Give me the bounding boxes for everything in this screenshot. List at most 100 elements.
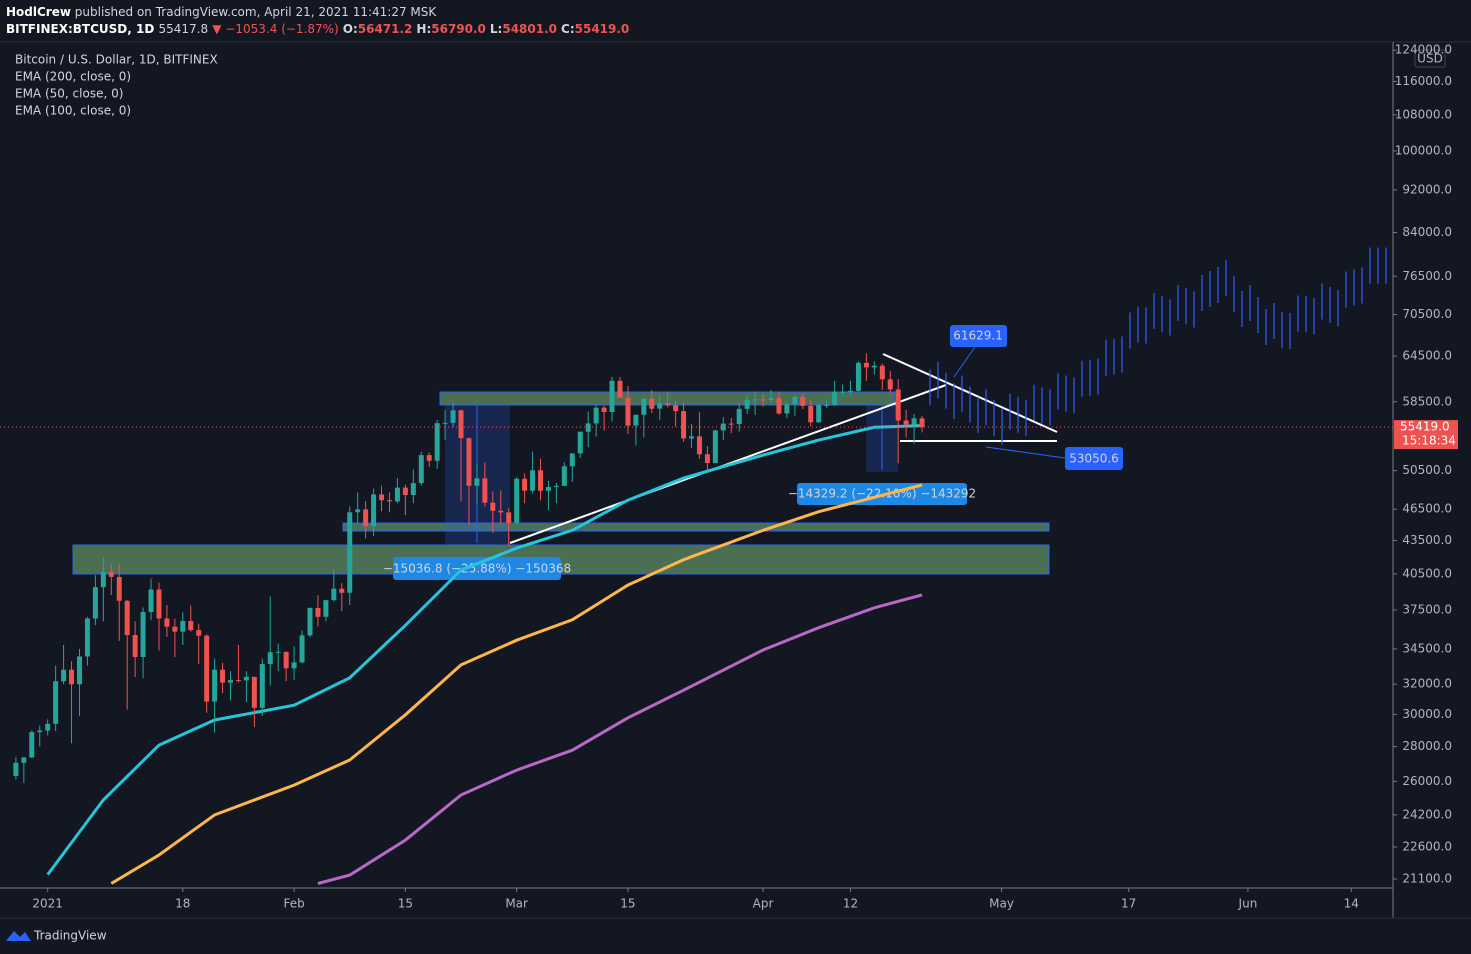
x-tick-label: Jun	[1238, 897, 1258, 911]
candle-body	[61, 669, 67, 682]
candle-body	[291, 662, 297, 669]
candle-body	[530, 470, 536, 491]
y-tick-label: 43500.0	[1402, 533, 1452, 547]
candle-body	[355, 509, 361, 513]
y-tick-label: 58500.0	[1402, 394, 1452, 408]
y-tick-label: 108000.0	[1395, 107, 1452, 121]
candle-body	[426, 455, 432, 461]
candle-body	[593, 407, 599, 424]
candle-body	[768, 398, 774, 400]
candle-body	[728, 423, 734, 425]
candle-body	[212, 669, 218, 702]
candle-body	[100, 571, 106, 588]
candle-body	[855, 362, 861, 391]
y-tick-label: 26000.0	[1402, 774, 1452, 788]
candle-body	[879, 365, 885, 380]
change: ▼ −1053.4 (−1.87%)	[212, 22, 338, 36]
ohlc-label: C:	[561, 22, 575, 36]
candle-body	[188, 621, 194, 631]
candle-body	[577, 431, 583, 454]
candle-body	[569, 453, 575, 467]
candle-body	[307, 607, 313, 636]
price: 55417.8	[158, 22, 208, 36]
candle-body	[561, 466, 567, 486]
brand: TradingView	[33, 929, 107, 943]
candle-body	[84, 618, 90, 657]
candle-body	[251, 676, 257, 708]
zone	[342, 522, 1050, 532]
publisher: HodlCrew	[6, 5, 71, 19]
candle-body	[712, 430, 718, 464]
x-tick-label: 15	[620, 897, 635, 911]
ema-line	[110, 483, 923, 885]
y-tick-label: 37500.0	[1402, 602, 1452, 616]
countdown: 15:18:34	[1402, 434, 1456, 448]
candle-body	[283, 651, 289, 669]
projection	[929, 247, 1387, 445]
candle-body	[45, 723, 51, 731]
ohlc-value: 54801.0	[502, 22, 557, 36]
y-tick-label: 76500.0	[1402, 269, 1452, 283]
x-tick-label: 12	[843, 897, 858, 911]
candle-body	[545, 487, 551, 491]
candle-body	[220, 669, 226, 683]
candle-body	[29, 732, 35, 758]
candle-body	[522, 478, 528, 491]
x-tick-label: 2021	[32, 897, 63, 911]
candle-body	[665, 403, 671, 406]
x-tick-label: 17	[1121, 897, 1136, 911]
candle-body	[315, 607, 321, 617]
measure-note: −14329.2 (−22.10%) −143292	[788, 487, 976, 501]
y-tick-label: 40500.0	[1402, 566, 1452, 580]
candle-body	[689, 436, 695, 439]
candle-body	[108, 571, 114, 577]
candle-body	[410, 483, 416, 495]
legend-entry: EMA (200, close, 0)	[15, 70, 131, 84]
candle-body	[832, 391, 838, 406]
candle-body	[617, 380, 623, 398]
callout-line	[985, 446, 1066, 459]
candle-body	[871, 365, 877, 368]
candle-body	[490, 502, 496, 511]
candle-body	[140, 612, 146, 658]
candle-body	[116, 576, 122, 601]
x-tick-label: 14	[1344, 897, 1359, 911]
candle-body	[808, 405, 814, 423]
y-tick-label: 50500.0	[1402, 463, 1452, 477]
candle-body	[386, 500, 392, 502]
price-note: 61629.1	[953, 329, 1003, 343]
candle-body	[196, 630, 202, 636]
candle-body	[800, 396, 806, 406]
candle-body	[919, 418, 925, 428]
candle-body	[673, 405, 679, 412]
ohlc-label: H:	[416, 22, 431, 36]
candle-body	[506, 512, 512, 524]
candle-body	[418, 455, 424, 484]
candle-body	[895, 389, 901, 421]
candle-body	[633, 414, 639, 426]
candle-body	[840, 391, 846, 393]
logo	[6, 931, 31, 941]
candle-body	[13, 762, 19, 776]
x-tick-label: May	[989, 897, 1014, 911]
candle-body	[681, 411, 687, 439]
candle-body	[164, 618, 170, 627]
y-tick-label: 21100.0	[1402, 872, 1452, 886]
candle-body	[434, 423, 440, 461]
x-tick-label: Feb	[283, 897, 304, 911]
currency-box	[1414, 49, 1446, 68]
candle-body	[514, 478, 520, 524]
candle-body	[641, 398, 647, 415]
label-box	[393, 557, 561, 580]
header-line: HodlCrew published on TradingView.com, A…	[6, 5, 437, 19]
candle-body	[601, 407, 607, 412]
legend-entry: EMA (100, close, 0)	[15, 104, 131, 118]
candle-body	[824, 405, 830, 407]
y-tick-label: 64500.0	[1402, 349, 1452, 363]
candle-body	[792, 396, 798, 405]
candle-body	[371, 494, 377, 527]
candle-body	[331, 588, 337, 601]
ohlc-label: L:	[490, 22, 502, 36]
x-tick-label: Apr	[753, 897, 774, 911]
